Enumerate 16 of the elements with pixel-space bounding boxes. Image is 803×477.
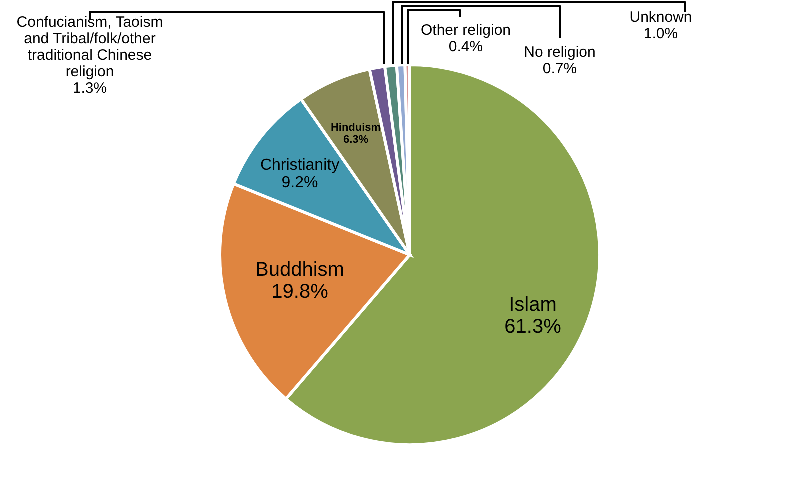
slice-label: Other religion: [420, 22, 512, 39]
data-label: 0.7%: [542, 60, 578, 78]
data-label: 1.0%: [644, 26, 678, 42]
data-label: 61.3%: [504, 316, 562, 338]
data-label: 19.8%: [272, 281, 329, 303]
slice-label: Confucianism, Taoism and Tribal/folk/other traditional Chinese religion: [16, 14, 164, 80]
data-label: 1.3%: [72, 80, 108, 97]
slice-label: No religion: [524, 44, 596, 61]
slice-label: Christianity: [260, 157, 340, 174]
slice-label: Buddhism: [256, 259, 344, 281]
data-label: 6.3%: [343, 134, 369, 146]
slice-label: Hinduism: [330, 122, 382, 134]
slice-label: Unknown: [630, 9, 692, 26]
slice-label: Islam: [509, 294, 557, 316]
data-label: 9.2%: [282, 174, 318, 192]
data-label: 0.4%: [448, 38, 484, 56]
